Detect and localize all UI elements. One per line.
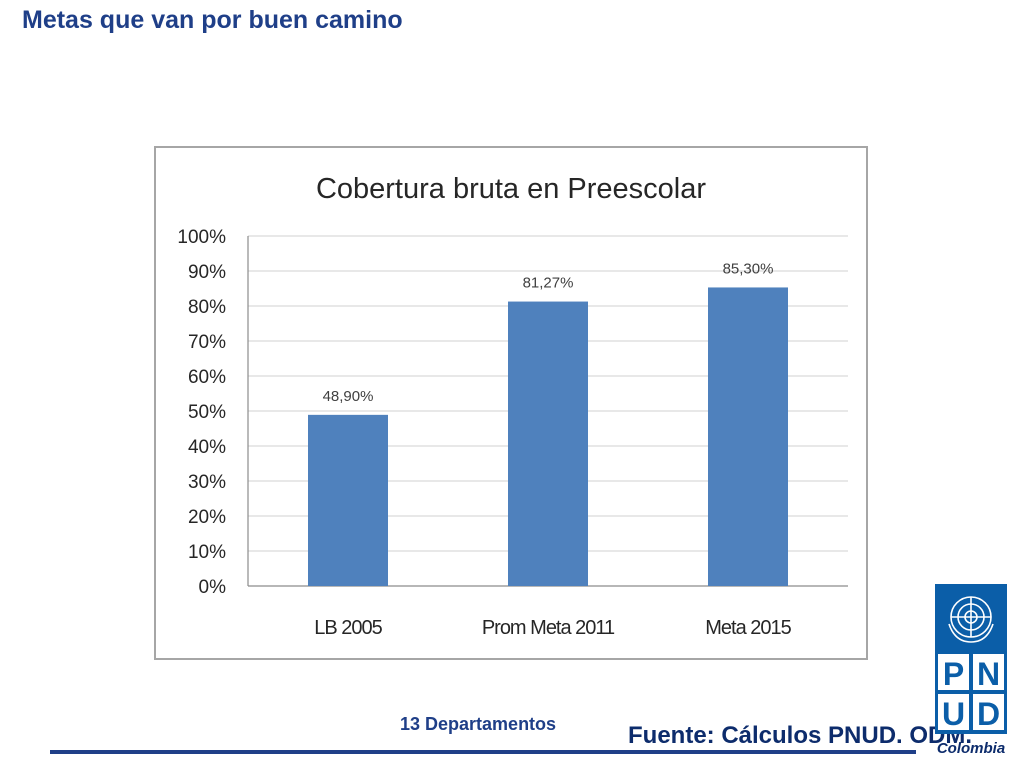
bar-chart: Cobertura bruta en Preescolar 0% 10% 20% 30… <box>177 173 848 639</box>
logo-caption: Colombia <box>936 740 1006 757</box>
logo-letter: P <box>943 656 964 692</box>
y-tick-label: 90% <box>188 262 226 283</box>
y-tick-label: 60% <box>188 367 226 388</box>
y-tick-label: 0% <box>199 577 227 598</box>
y-tick-label: 30% <box>188 472 226 493</box>
bar <box>508 301 588 586</box>
labels: 0% 10% 20% 30% 40% 50% 60% 70% 80% 90% 100% 48,90% L… <box>177 227 792 639</box>
subnote: 13 Departamentos <box>400 714 557 734</box>
logo-letter: U <box>942 696 965 732</box>
y-tick-label: 70% <box>188 332 226 353</box>
bars <box>308 287 788 586</box>
data-label: 85,30% <box>723 260 774 277</box>
logo-letter: D <box>977 696 1000 732</box>
bar <box>308 414 388 586</box>
un-emblem-icon <box>948 596 994 643</box>
y-tick-label: 10% <box>188 542 226 563</box>
bar <box>708 287 788 586</box>
y-tick-label: 50% <box>188 402 226 423</box>
x-tick-label: Meta 2015 <box>705 617 791 639</box>
y-tick-label: 20% <box>188 507 226 528</box>
pnud-logo: P N U D <box>935 584 1007 734</box>
slide-title: Metas que van por buen camino <box>22 6 403 34</box>
data-label: 48,90% <box>323 388 374 405</box>
chart-title: Cobertura bruta en Preescolar <box>316 173 706 205</box>
y-tick-label: 100% <box>177 227 226 248</box>
y-tick-label: 80% <box>188 297 226 318</box>
x-tick-label: LB 2005 <box>314 617 382 639</box>
x-tick-label: Prom Meta 2011 <box>482 617 615 639</box>
logo-letter: N <box>977 656 1000 692</box>
data-label: 81,27% <box>523 275 574 292</box>
chart-frame: Cobertura bruta en Preescolar 0% 10% 20% 30… <box>154 146 868 660</box>
footer-divider <box>50 750 916 754</box>
y-tick-label: 40% <box>188 437 226 458</box>
source-note: Fuente: Cálculos PNUD. ODM. <box>628 722 973 749</box>
